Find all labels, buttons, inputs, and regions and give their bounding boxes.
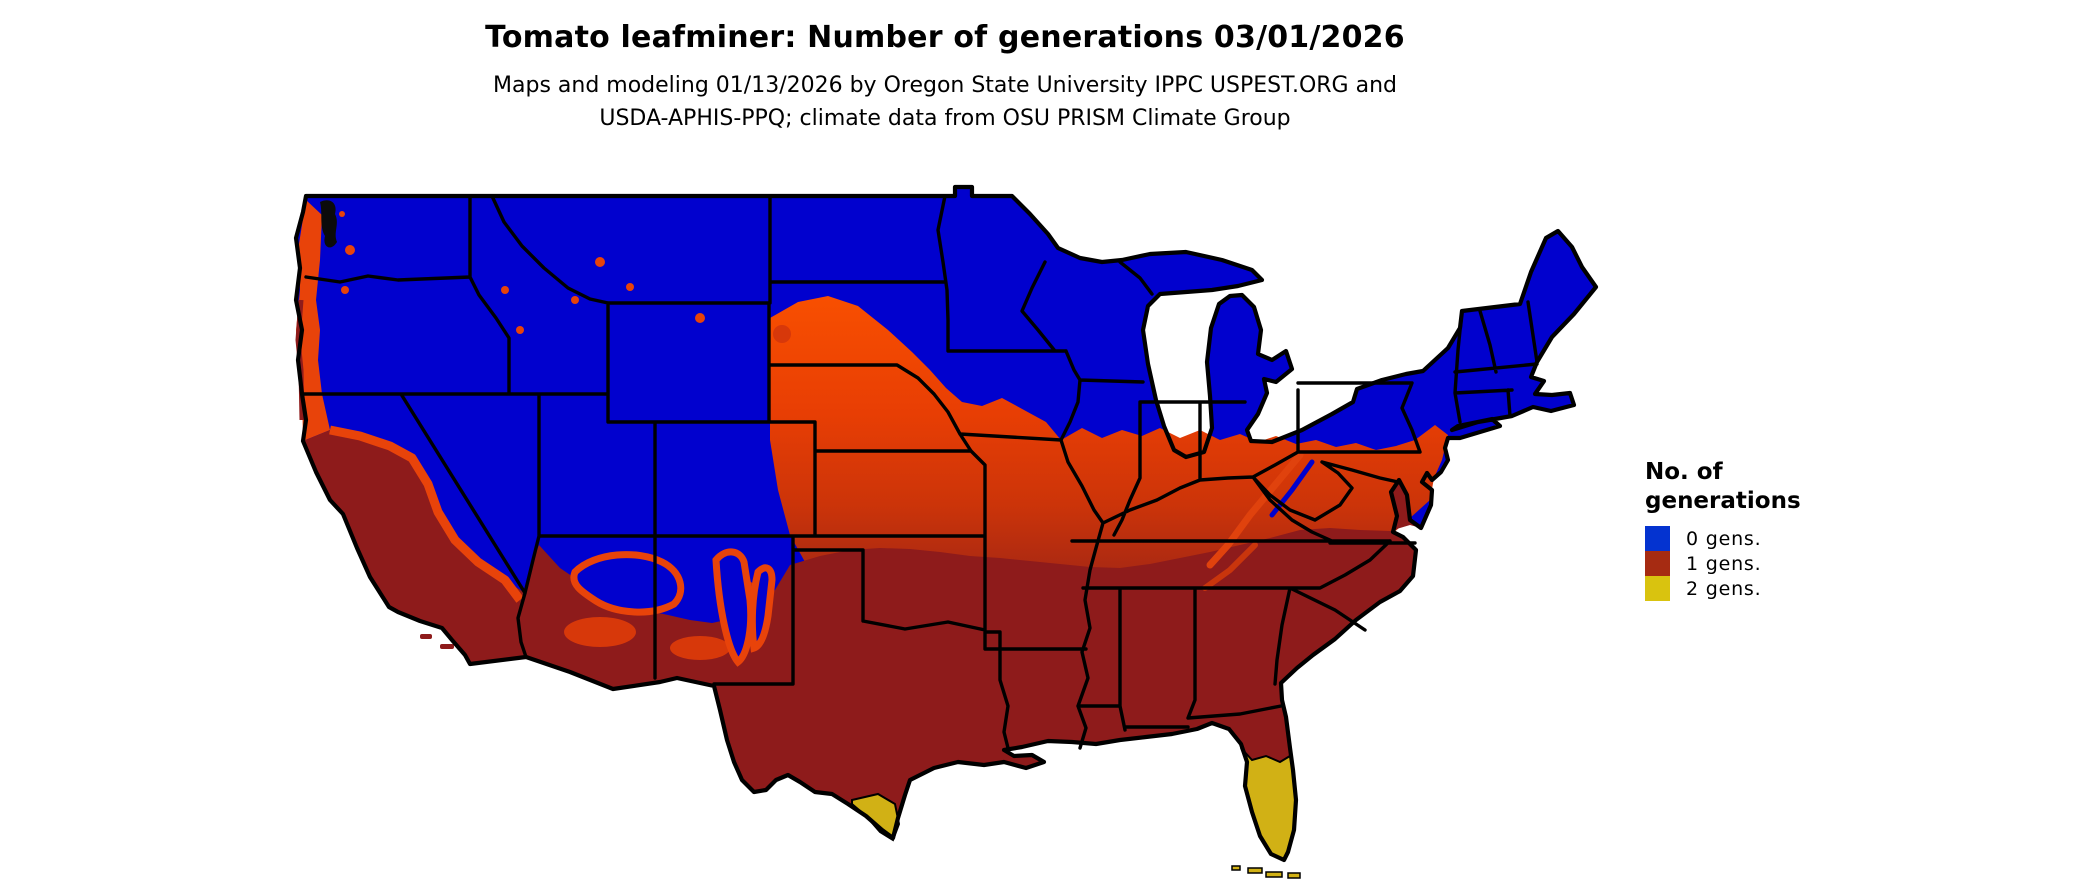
- legend-label-1-gens: 1 gens.: [1686, 552, 1762, 575]
- legend-row-1-gens: 1 gens.: [1645, 551, 1945, 576]
- legend-label-0-gens: 0 gens.: [1686, 527, 1762, 550]
- legend-row-0-gens: 0 gens.: [1645, 526, 1945, 551]
- legend-swatch-0-gens: [1645, 526, 1670, 551]
- map-region-sierra-orange-fringe: [329, 425, 524, 603]
- legend-swatch-2-gens: [1645, 576, 1670, 601]
- legend-title: No. of generations: [1645, 458, 1945, 516]
- subtitle-line-1: Maps and modeling 01/13/2026 by Oregon S…: [493, 73, 1397, 98]
- map-puget-sound: [320, 200, 337, 248]
- legend-row-2-gens: 2 gens.: [1645, 576, 1945, 601]
- map-coastline-outline: [293, 184, 1599, 863]
- page-title: Tomato leafminer: Number of generations …: [485, 20, 1405, 55]
- map-rockies-orange-speckles: [339, 211, 705, 334]
- subtitle-line-2: USDA-APHIS-PPQ; climate data from OSU PR…: [599, 106, 1291, 131]
- legend-items: 0 gens. 1 gens. 2 gens.: [1645, 526, 1945, 601]
- legend-title-line-2: generations: [1645, 488, 1801, 514]
- legend-label-2-gens: 2 gens.: [1686, 577, 1762, 600]
- map-channel-islands: [420, 634, 454, 649]
- map-region-one-gen-california: [303, 430, 526, 664]
- legend: No. of generations 0 gens. 1 gens. 2 gen…: [1645, 458, 1945, 601]
- title-block: Tomato leafminer: Number of generations …: [0, 0, 1890, 135]
- map-region-one-gen-south: [518, 480, 1421, 860]
- page-subtitle: Maps and modeling 01/13/2026 by Oregon S…: [0, 69, 1890, 135]
- state-borders-lines: [300, 194, 1539, 750]
- legend-swatch-1-gens: [1645, 551, 1670, 576]
- map-florida-keys: [1231, 865, 1301, 879]
- map-region-coastal-transition-west: [296, 200, 330, 441]
- legend-title-line-1: No. of: [1645, 459, 1723, 485]
